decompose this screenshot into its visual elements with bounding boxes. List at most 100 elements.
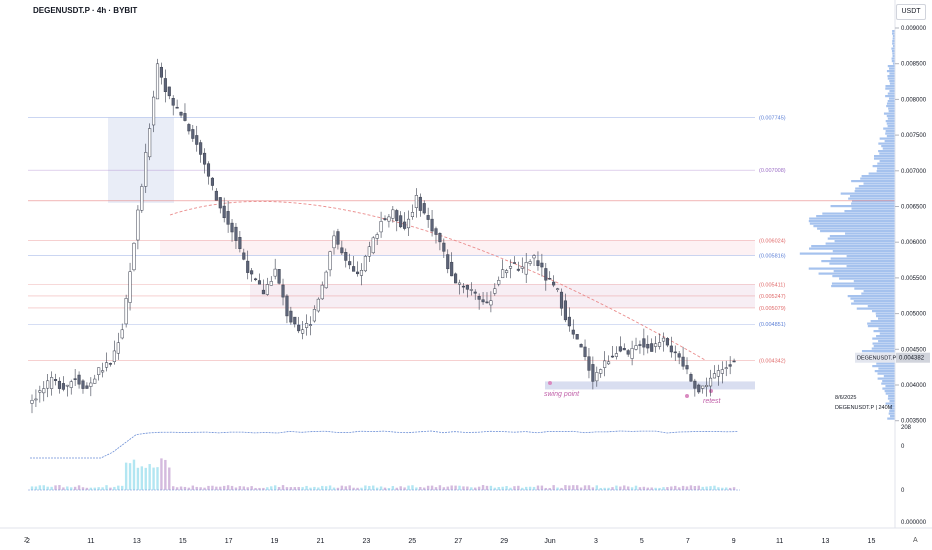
- volume-bar: [270, 486, 273, 490]
- candle-body: [206, 163, 211, 177]
- profile-bar: [833, 270, 895, 273]
- candle-body: [477, 295, 481, 300]
- volume-bar: [415, 487, 418, 490]
- profile-bar: [891, 50, 895, 53]
- time-tick-label: 2: [26, 538, 30, 545]
- candle-body: [301, 329, 305, 334]
- candle-body: [540, 262, 544, 268]
- profile-bar: [878, 327, 895, 330]
- volume-bar: [297, 486, 300, 490]
- time-tick-label: 13: [133, 538, 141, 545]
- profile-bar: [834, 240, 895, 243]
- volume-bar: [662, 487, 665, 490]
- volume-bar: [121, 485, 124, 490]
- volume-bar: [372, 485, 375, 490]
- volume-bar: [564, 485, 567, 490]
- price-tick-label: 0.008000: [901, 97, 927, 103]
- candle-body: [277, 269, 281, 284]
- profile-bar: [809, 222, 895, 225]
- profile-bar: [799, 252, 895, 255]
- profile-bar: [829, 262, 895, 265]
- volume-bar: [423, 487, 426, 490]
- profile-bar: [846, 265, 895, 268]
- volume-bar: [552, 485, 555, 490]
- candle-body: [634, 345, 638, 350]
- volume-bar: [642, 486, 646, 490]
- time-tick-label: 7: [686, 538, 690, 545]
- level-label: (0.005411): [759, 282, 785, 288]
- volume-bar: [419, 486, 422, 490]
- supply-zone: [160, 240, 755, 256]
- candle-body: [383, 218, 387, 220]
- candle-body: [273, 268, 277, 277]
- volume-bar: [356, 487, 359, 490]
- volume-bar: [97, 487, 100, 490]
- candle-body: [187, 124, 191, 132]
- candle-body: [69, 381, 73, 388]
- volume-bar: [50, 486, 53, 490]
- profile-bar: [892, 35, 895, 38]
- profile-bar: [889, 407, 895, 410]
- candle-body: [132, 242, 136, 271]
- candle-body: [614, 353, 618, 357]
- candle-body: [332, 235, 336, 249]
- candle-body: [85, 385, 89, 389]
- current-price-tag: [896, 352, 930, 363]
- profile-bar: [848, 197, 895, 200]
- profile-bar: [888, 97, 895, 100]
- volume-bar: [328, 485, 332, 490]
- candle-body: [316, 298, 320, 312]
- volume-bar: [187, 487, 191, 490]
- volume-bar: [450, 485, 453, 490]
- candle-body: [81, 380, 85, 389]
- candle-body: [101, 370, 105, 373]
- volume-bar: [391, 486, 395, 490]
- profile-bar: [871, 347, 895, 350]
- candle-body: [697, 384, 701, 393]
- volume-bar: [175, 487, 179, 490]
- currency-selector[interactable]: USDT: [896, 4, 926, 20]
- price-tick-label: 0.004500: [901, 347, 927, 353]
- volume-bar: [528, 486, 532, 490]
- volume-bar: [215, 486, 218, 490]
- volume-bar: [477, 486, 481, 490]
- candle-body: [712, 373, 717, 379]
- candle-body: [591, 364, 595, 382]
- volume-bar: [258, 487, 261, 490]
- profile-bar: [821, 260, 895, 263]
- profile-bar: [867, 322, 895, 325]
- corner-right-glyph[interactable]: A: [913, 537, 918, 544]
- profile-bar: [867, 325, 895, 328]
- candle-body: [340, 247, 344, 254]
- volume-bar: [575, 485, 579, 490]
- volume-bar: [689, 485, 693, 490]
- time-tick-label: Jun: [544, 538, 555, 545]
- candle-body: [242, 252, 246, 260]
- candle-body: [461, 285, 465, 288]
- volume-bar: [383, 487, 387, 490]
- volume-bar: [721, 487, 724, 490]
- volume-bar: [568, 485, 571, 490]
- profile-bar: [858, 185, 895, 188]
- volume-bar: [587, 485, 591, 490]
- profile-bar: [885, 385, 895, 388]
- time-tick-label: 29: [500, 538, 508, 545]
- time-tick-label: 19: [271, 538, 279, 545]
- volume-bar: [262, 487, 265, 490]
- candle-body: [638, 344, 642, 346]
- candle-body: [599, 369, 603, 374]
- profile-bar: [883, 375, 895, 378]
- info-symbol: DEGENUSDT.P | 240M: [835, 405, 893, 411]
- profile-bar: [846, 255, 895, 258]
- volume-bar: [426, 485, 430, 490]
- candle-body: [269, 281, 273, 286]
- profile-bar: [890, 415, 895, 418]
- volume-bar: [395, 487, 398, 490]
- candle-body: [257, 280, 262, 285]
- candle-body: [77, 374, 81, 385]
- candle-body: [293, 316, 297, 325]
- profile-bar: [885, 392, 895, 395]
- candle-body: [226, 211, 230, 225]
- volume-bar: [368, 485, 371, 490]
